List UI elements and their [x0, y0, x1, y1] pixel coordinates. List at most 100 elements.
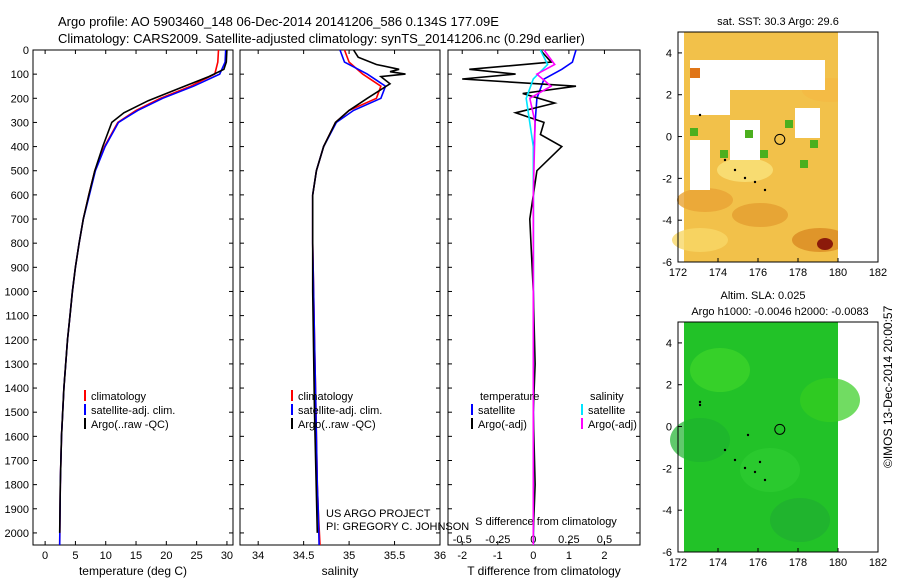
ytick-label: 300	[11, 117, 29, 129]
sla-patch	[740, 448, 800, 492]
diff-legend-label: satellite	[478, 405, 515, 417]
sst-green-cell	[720, 150, 728, 158]
sst-missing-patch	[690, 140, 710, 190]
project-line2: PI: GREGORY C. JOHNSON	[326, 521, 469, 533]
header-line2: Climatology: CARS2009. Satellite-adjuste…	[58, 31, 585, 46]
island-dot	[733, 168, 737, 172]
sst-missing-patch	[795, 108, 820, 138]
salinity-frame	[239, 49, 441, 546]
ytick-label: 1600	[5, 431, 29, 443]
sst-green-cell	[810, 140, 818, 148]
ytick-label: 800	[11, 238, 29, 250]
ytick-label: 1000	[5, 286, 29, 298]
sal-diff-tick-label: 0.5	[597, 534, 612, 546]
sla-map-xtick-label: 174	[709, 557, 727, 569]
island-dot	[743, 466, 747, 470]
sst-map-xtick-label: 176	[749, 267, 767, 279]
salinity-legend-label: climatology	[298, 391, 354, 403]
salinity-legend-label: Argo(..raw -QC)	[298, 419, 376, 431]
ytick-label: 500	[11, 166, 29, 178]
sst-patch	[717, 158, 773, 182]
salinity-xlabel: salinity	[322, 564, 359, 578]
ytick-label: 900	[11, 262, 29, 274]
sla-map-subtitle: Argo h1000: -0.0046 h2000: -0.0083	[691, 306, 868, 318]
temperature-series-line	[58, 49, 227, 546]
imos-credit: ©IMOS 13-Dec-2014 20:00:57	[881, 305, 895, 468]
header-line1: Argo profile: AO 5903460_148 06-Dec-2014…	[58, 14, 499, 29]
difference-xtick-label: 1	[566, 550, 572, 562]
sal-diff-xlabel: S difference from climatology	[475, 516, 617, 528]
project-line1: US ARGO PROJECT	[326, 508, 431, 520]
difference-series-line	[462, 49, 577, 545]
island-dot	[723, 448, 727, 452]
island-dot	[698, 403, 702, 407]
sla-map-ytick-label: 4	[666, 338, 672, 350]
sla-map-xtick-label: 176	[749, 557, 767, 569]
temperature-frame	[32, 49, 234, 546]
temperature-xtick-label: 20	[160, 550, 172, 562]
difference-series-line	[525, 49, 549, 545]
temperature-xtick-label: 30	[221, 550, 233, 562]
temperature-series-line	[58, 49, 228, 533]
ytick-label: 0	[23, 45, 29, 57]
island-dot	[698, 400, 702, 404]
island-dot	[746, 433, 750, 437]
ytick-label: 600	[11, 190, 29, 202]
temperature-xtick-label: 10	[100, 550, 112, 562]
sst-map-xtick-label: 180	[829, 267, 847, 279]
temperature-series-line	[58, 49, 220, 546]
ytick-label: 1700	[5, 455, 29, 467]
difference-xtick-label: 2	[601, 550, 607, 562]
difference-series-line	[532, 49, 577, 545]
island-dot	[763, 478, 767, 482]
salinity-xtick-label: 36	[434, 550, 446, 562]
sst-map-argo-marker	[774, 133, 786, 145]
sst-map-ytick-label: -6	[662, 257, 672, 269]
island-dot	[763, 188, 767, 192]
temperature-legend-label: climatology	[91, 391, 147, 403]
island-dot	[753, 180, 757, 184]
temperature-xtick-label: 0	[42, 550, 48, 562]
sst-map-ytick-label: 2	[666, 90, 672, 102]
temperature-xtick-label: 25	[191, 550, 203, 562]
sst-map-xtick-label: 172	[669, 267, 687, 279]
salinity-series-line	[311, 49, 387, 546]
ytick-label: 700	[11, 214, 29, 226]
sla-map-argo-marker	[774, 423, 786, 435]
sal-diff-tick-label: -0.25	[485, 534, 510, 546]
sst-map-title: sat. SST: 30.3 Argo: 29.6	[717, 16, 839, 28]
salinity-legend-label: satellite-adj. clim.	[298, 405, 382, 417]
ytick-label: 1200	[5, 335, 29, 347]
sst-map-xtick-label: 174	[709, 267, 727, 279]
diff-legend-label: salinity	[590, 391, 624, 403]
island-dot	[698, 113, 702, 117]
salinity-xtick-label: 34.5	[293, 550, 314, 562]
sla-map-xtick-label: 178	[789, 557, 807, 569]
difference-series-line	[528, 49, 556, 545]
sal-diff-tick-label: -0.5	[453, 534, 472, 546]
sst-missing-patch	[730, 120, 760, 160]
sal-diff-tick-label: 0.25	[558, 534, 579, 546]
sst-patch	[732, 203, 788, 227]
sst-missing-patch	[720, 60, 770, 90]
ytick-label: 1500	[5, 407, 29, 419]
sla-map-ytick-label: -6	[662, 547, 672, 559]
temperature-xtick-label: 15	[130, 550, 142, 562]
island-dot	[753, 470, 757, 474]
diff-legend-label: Argo(-adj)	[478, 419, 527, 431]
ytick-label: 1400	[5, 383, 29, 395]
ytick-label: 1900	[5, 504, 29, 516]
sla-patch	[670, 418, 730, 462]
salinity-xtick-label: 35	[343, 550, 355, 562]
sst-map-xtick-label: 182	[869, 267, 887, 279]
temperature-legend-label: Argo(..raw -QC)	[91, 419, 169, 431]
temperature-legend-label: satellite-adj. clim.	[91, 405, 175, 417]
sst-patch	[677, 188, 733, 212]
ytick-label: 1100	[5, 311, 29, 323]
sst-map-ytick-label: -2	[662, 173, 672, 185]
island-dot	[758, 460, 762, 464]
sla-map-ytick-label: -4	[662, 505, 672, 517]
sst-green-cell	[745, 130, 753, 138]
diff-legend-label: temperature	[480, 391, 539, 403]
sst-orange-cell	[690, 68, 700, 78]
